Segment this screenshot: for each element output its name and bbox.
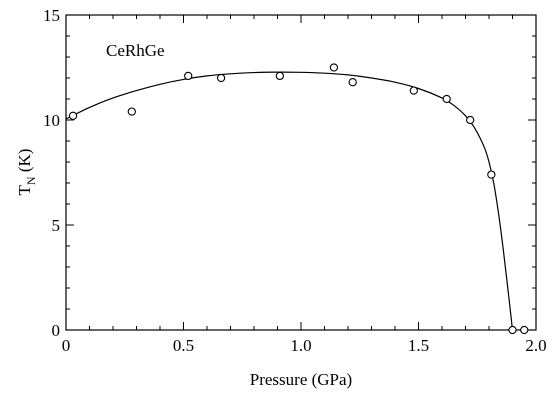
data-point — [68, 111, 78, 120]
data-point — [487, 170, 496, 179]
x-tick-label: 2.0 — [525, 336, 546, 355]
data-point — [409, 86, 418, 95]
x-tick-label: 0.5 — [173, 336, 194, 355]
y-tick-label: 10 — [43, 111, 60, 130]
y-axis-label-main: T — [15, 184, 34, 195]
y-tick-label: 15 — [43, 6, 60, 25]
y-axis-label-unit: (K) — [15, 149, 34, 177]
x-axis-label: Pressure (GPa) — [250, 370, 352, 389]
y-tick-label: 5 — [52, 216, 61, 235]
data-point — [520, 325, 529, 335]
data-point — [275, 71, 284, 81]
y-axis-label: TN (K) — [15, 149, 38, 196]
data-point — [508, 325, 517, 335]
y-tick-label: 0 — [52, 321, 61, 340]
data-point — [127, 107, 136, 116]
axis-ticks — [65, 14, 537, 331]
x-tick-label: 1.0 — [290, 336, 311, 355]
axis-tick-labels: 0 0.5 1.0 1.5 2.0 0 5 10 15 — [43, 6, 547, 355]
x-tick-label: 0 — [62, 336, 71, 355]
data-point — [466, 115, 475, 125]
data-point — [216, 73, 226, 83]
plot-frame — [65, 14, 537, 331]
x-tick-label: 1.5 — [408, 336, 429, 355]
data-point — [442, 94, 451, 104]
y-axis-label-sub: N — [24, 176, 38, 185]
chart-annotation: CeRhGe — [106, 41, 165, 60]
data-point — [329, 63, 339, 72]
data-point — [184, 71, 193, 81]
data-points — [68, 63, 529, 335]
data-point — [348, 78, 357, 87]
